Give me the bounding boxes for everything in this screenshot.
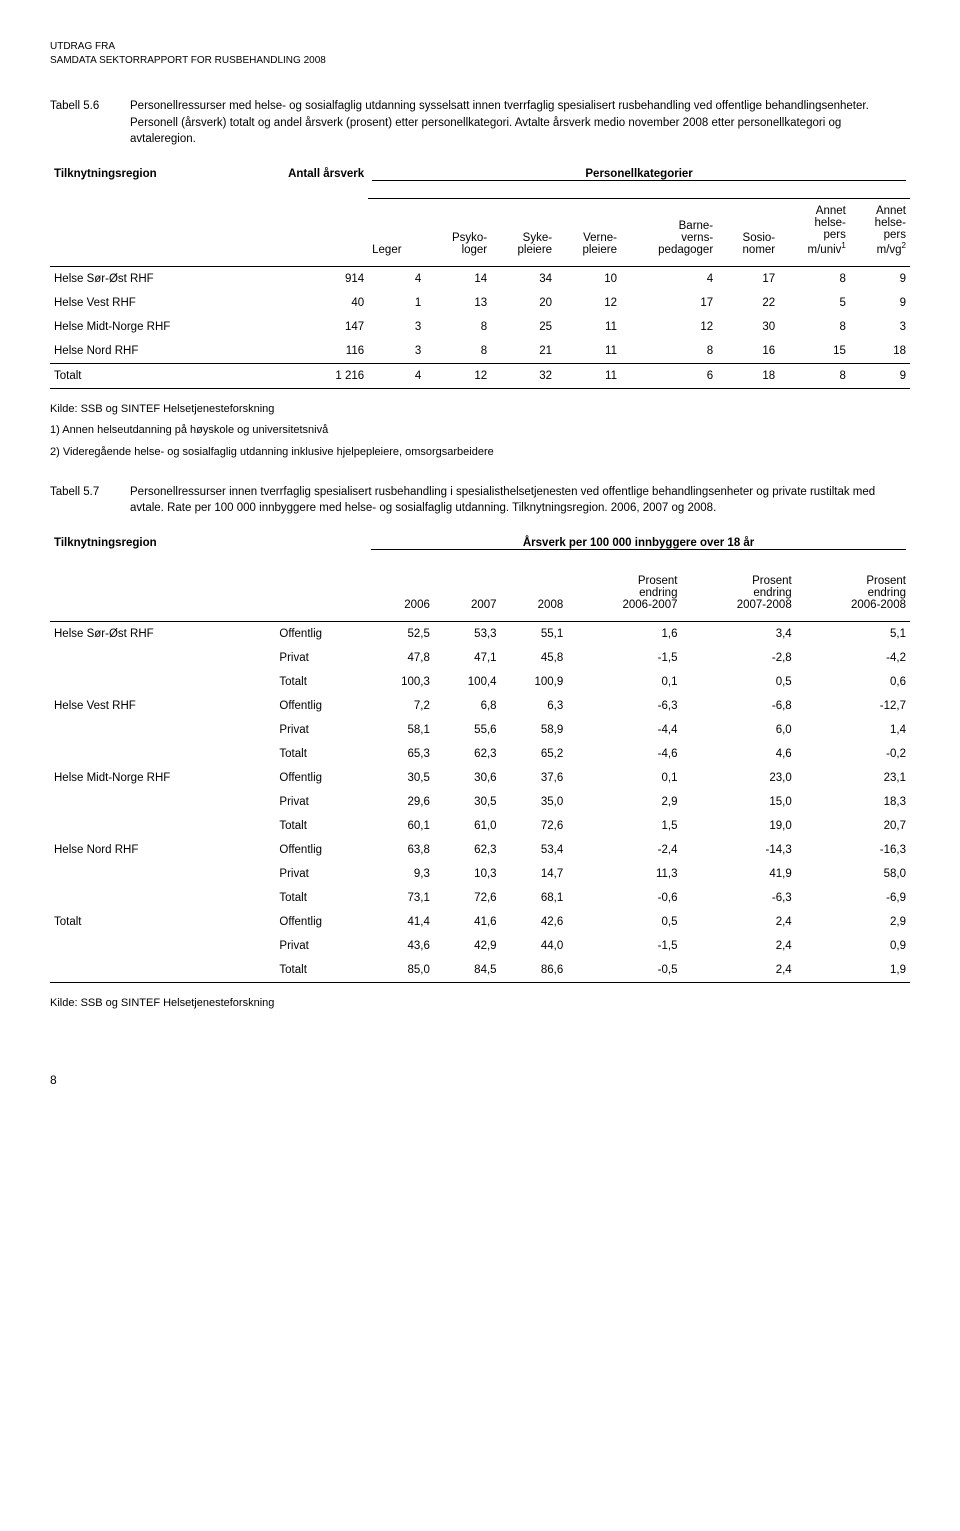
t57-foot: Kilde: SSB og SINTEF Helsetjenesteforskn… xyxy=(50,995,910,1013)
t56-col-antall: Antall årsverk xyxy=(240,162,368,266)
t56-footnotes: Kilde: SSB og SINTEF Helsetjenesteforskn… xyxy=(50,401,910,462)
t57-col-span: Årsverk per 100 000 innbyggere over 18 å… xyxy=(367,531,910,567)
t57-col-2007: 2007 xyxy=(434,567,501,622)
table-row: Helse Nord RHF1163821118161518 xyxy=(50,339,910,364)
table57: Tilknytningsregion Årsverk per 100 000 i… xyxy=(50,531,910,983)
t56-col-verne: Verne- pleiere xyxy=(556,199,621,267)
table57-caption: Tabell 5.7 Personellressurser innen tver… xyxy=(50,484,910,517)
t57-footnotes: Kilde: SSB og SINTEF Helsetjenesteforskn… xyxy=(50,995,910,1013)
t56-col-barne: Barne- verns- pedagoger xyxy=(621,199,717,267)
t57-col-p0608: Prosent endring 2006-2008 xyxy=(796,567,910,622)
t57-col-2006: 2006 xyxy=(367,567,434,622)
table56-caption: Tabell 5.6 Personellressurser med helse-… xyxy=(50,98,910,148)
table56-text: Personellressurser med helse- og sosialf… xyxy=(130,98,910,148)
table-row-total: Totalt1 216412321161889 xyxy=(50,363,910,388)
page-number: 8 xyxy=(50,1073,910,1087)
t57-col-p0708: Prosent endring 2007-2008 xyxy=(681,567,795,622)
table-row: Helse Nord RHFOffentlig63,862,353,4-2,4-… xyxy=(50,838,910,862)
table-row: TotaltOffentlig41,441,642,60,52,42,9 xyxy=(50,910,910,934)
table-row: Helse Midt-Norge RHFOffentlig30,530,637,… xyxy=(50,766,910,790)
t56-col-leger: Leger xyxy=(368,199,425,267)
table57-label: Tabell 5.7 xyxy=(50,484,130,517)
t57-col-region: Tilknytningsregion xyxy=(50,531,367,567)
table-row: Helse Vest RHF401132012172259 xyxy=(50,291,910,315)
t56-col-annet1: Annet helse- pers m/univ1 xyxy=(779,199,850,267)
table-row: Helse Sør-Øst RHFOffentlig52,553,355,11,… xyxy=(50,621,910,646)
t56-col-region: Tilknytningsregion xyxy=(50,162,240,266)
t56-col-sosio: Sosio- nomer xyxy=(717,199,779,267)
t56-foot1: Kilde: SSB og SINTEF Helsetjenesteforskn… xyxy=(50,401,910,419)
table-row: Helse Vest RHFOffentlig7,26,86,3-6,3-6,8… xyxy=(50,694,910,718)
table-row: Helse Sør-Øst RHF914414341041789 xyxy=(50,266,910,291)
table57-text: Personellressurser innen tverrfaglig spe… xyxy=(130,484,910,517)
table-row: Helse Midt-Norge RHF147382511123083 xyxy=(50,315,910,339)
t56-foot3: 2) Videregående helse- og sosialfaglig u… xyxy=(50,444,910,462)
t57-col-2008: 2008 xyxy=(501,567,568,622)
table56: Tilknytningsregion Antall årsverk Person… xyxy=(50,162,910,389)
header-line1: UTDRAG FRA xyxy=(50,40,910,54)
page-header: UTDRAG FRA SAMDATA SEKTORRAPPORT FOR RUS… xyxy=(50,40,910,68)
t56-foot2: 1) Annen helseutdanning på høyskole og u… xyxy=(50,422,910,440)
t56-col-annet2: Annet helse- pers m/vg2 xyxy=(850,199,910,267)
t56-col-syke: Syke- pleiere xyxy=(491,199,556,267)
t56-col-psyko: Psyko- loger xyxy=(425,199,491,267)
header-line2: SAMDATA SEKTORRAPPORT FOR RUSBEHANDLING … xyxy=(50,54,910,68)
t57-col-p0607: Prosent endring 2006-2007 xyxy=(567,567,681,622)
table56-label: Tabell 5.6 xyxy=(50,98,130,148)
t56-col-span: Personellkategorier xyxy=(368,162,910,199)
